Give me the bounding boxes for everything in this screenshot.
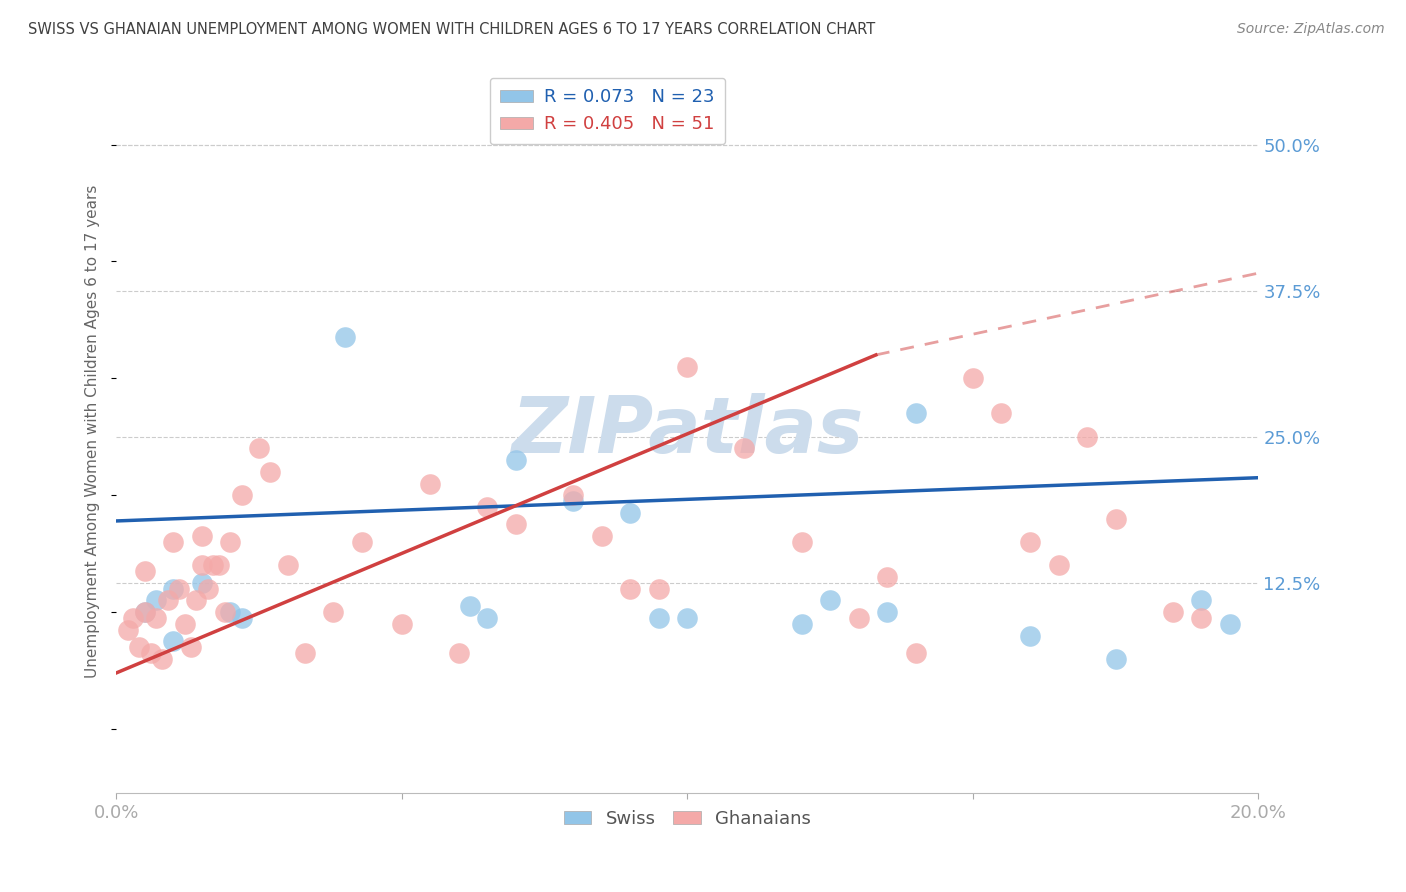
Point: [460, 599, 482, 614]
Point: [391, 616, 413, 631]
Point: [818, 593, 841, 607]
Legend: Swiss, Ghanaians: Swiss, Ghanaians: [557, 803, 818, 835]
Point: [191, 575, 214, 590]
Point: [505, 453, 527, 467]
Point: [648, 582, 671, 596]
Point: [134, 564, 156, 578]
Point: [1019, 535, 1042, 549]
Point: [990, 406, 1012, 420]
Point: [139, 646, 162, 660]
Point: [191, 529, 214, 543]
Point: [1189, 593, 1212, 607]
Point: [876, 570, 898, 584]
Point: [648, 611, 671, 625]
Point: [734, 442, 756, 456]
Text: ZIPatlas: ZIPatlas: [512, 393, 863, 469]
Point: [134, 605, 156, 619]
Point: [122, 611, 145, 625]
Point: [231, 488, 253, 502]
Point: [1047, 558, 1070, 573]
Point: [162, 634, 184, 648]
Point: [505, 517, 527, 532]
Point: [419, 476, 441, 491]
Point: [350, 535, 373, 549]
Point: [876, 605, 898, 619]
Point: [208, 558, 231, 573]
Point: [619, 506, 641, 520]
Point: [167, 582, 190, 596]
Point: [162, 582, 184, 596]
Point: [1019, 628, 1042, 642]
Point: [197, 582, 219, 596]
Point: [477, 611, 499, 625]
Point: [790, 535, 813, 549]
Point: [1076, 430, 1098, 444]
Point: [259, 465, 281, 479]
Point: [219, 535, 242, 549]
Point: [447, 646, 470, 660]
Point: [231, 611, 253, 625]
Point: [848, 611, 870, 625]
Y-axis label: Unemployment Among Women with Children Ages 6 to 17 years: Unemployment Among Women with Children A…: [86, 185, 100, 678]
Point: [790, 616, 813, 631]
Point: [117, 623, 139, 637]
Point: [156, 593, 179, 607]
Point: [162, 535, 184, 549]
Point: [562, 494, 585, 508]
Point: [202, 558, 225, 573]
Point: [333, 330, 356, 344]
Point: [676, 611, 699, 625]
Point: [150, 652, 173, 666]
Point: [477, 500, 499, 514]
Point: [247, 442, 270, 456]
Point: [173, 616, 195, 631]
Point: [145, 593, 167, 607]
Point: [322, 605, 344, 619]
Point: [277, 558, 299, 573]
Point: [1161, 605, 1184, 619]
Point: [1105, 652, 1128, 666]
Point: [562, 488, 585, 502]
Point: [676, 359, 699, 374]
Point: [619, 582, 641, 596]
Point: [214, 605, 236, 619]
Point: [180, 640, 202, 655]
Point: [145, 611, 167, 625]
Point: [134, 605, 156, 619]
Point: [1105, 511, 1128, 525]
Point: [962, 371, 984, 385]
Text: Source: ZipAtlas.com: Source: ZipAtlas.com: [1237, 22, 1385, 37]
Point: [294, 646, 316, 660]
Point: [191, 558, 214, 573]
Point: [904, 406, 927, 420]
Point: [904, 646, 927, 660]
Point: [186, 593, 208, 607]
Point: [1219, 616, 1241, 631]
Text: SWISS VS GHANAIAN UNEMPLOYMENT AMONG WOMEN WITH CHILDREN AGES 6 TO 17 YEARS CORR: SWISS VS GHANAIAN UNEMPLOYMENT AMONG WOM…: [28, 22, 876, 37]
Point: [1189, 611, 1212, 625]
Point: [128, 640, 150, 655]
Point: [591, 529, 613, 543]
Point: [219, 605, 242, 619]
